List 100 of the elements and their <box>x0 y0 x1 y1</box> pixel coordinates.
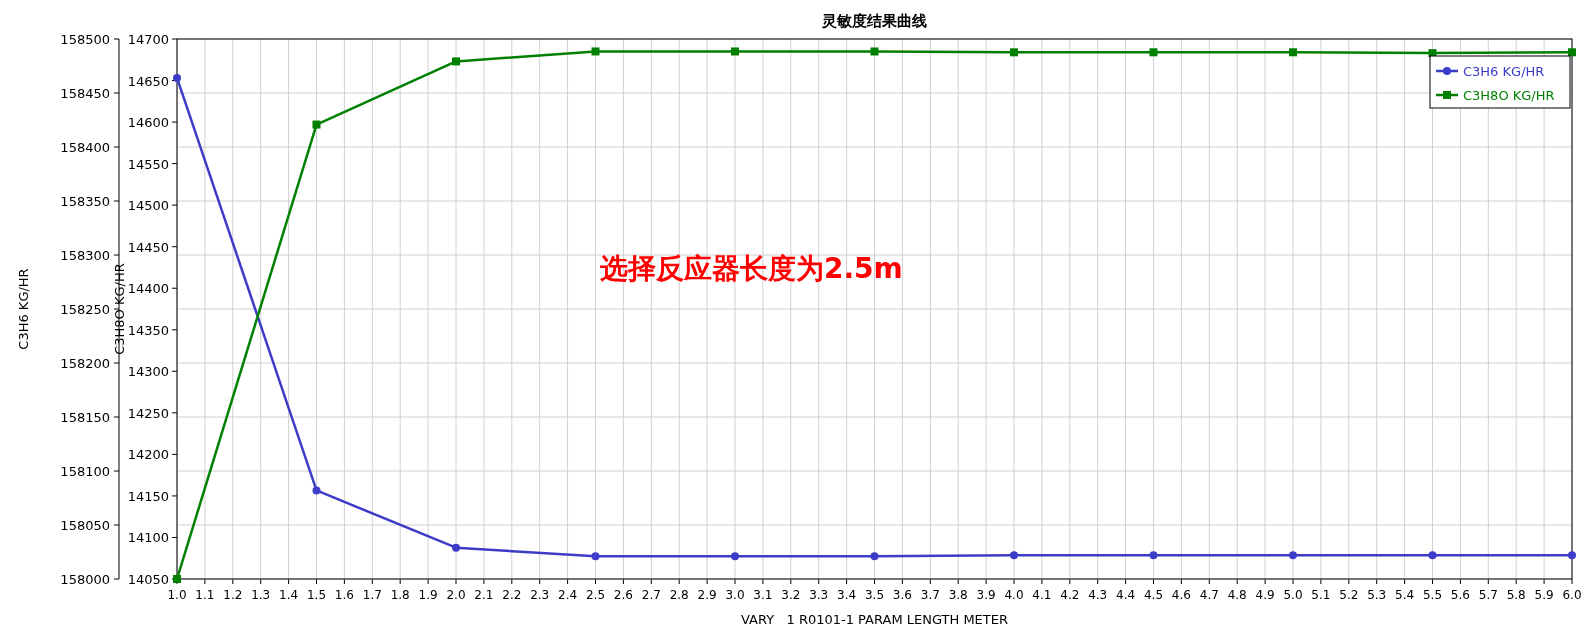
x-tick-label: 4.4 <box>1116 588 1136 602</box>
x-tick-label: 2.4 <box>558 588 578 602</box>
x-tick-label: 5.0 <box>1283 588 1303 602</box>
x-tick-label: 5.2 <box>1339 588 1359 602</box>
x-tick-label: 3.3 <box>809 588 829 602</box>
x-tick-label: 1.9 <box>418 588 438 602</box>
x-tick-label: 4.5 <box>1143 588 1164 602</box>
chart-title: 灵敏度结果曲线 <box>821 12 927 30</box>
x-tick-label: 2.1 <box>474 588 494 602</box>
point <box>312 120 321 129</box>
y2-axis-title: C3H8O KG/HR <box>112 263 127 355</box>
y2-tick-label: 14350 <box>127 322 169 338</box>
x-tick-label: 5.7 <box>1478 588 1498 602</box>
x-tick-label: 5.9 <box>1534 588 1554 602</box>
point <box>1149 48 1158 57</box>
x-tick-label: 1.4 <box>279 588 299 602</box>
x-tick-label: 2.6 <box>613 588 633 602</box>
y2-tick-label: 14400 <box>127 281 169 297</box>
x-tick-label: 3.7 <box>920 588 940 602</box>
x-tick-label: 1.5 <box>306 588 327 602</box>
x-tick-label: 2.5 <box>585 588 606 602</box>
y-tick-label: 158450 <box>60 86 110 101</box>
x-tick-label: 2.8 <box>669 588 689 602</box>
point <box>452 543 460 552</box>
y-tick-label: 158300 <box>60 248 110 263</box>
x-tick-label: 4.2 <box>1060 588 1080 602</box>
x-tick-label: 1.8 <box>390 588 410 602</box>
x-tick-label: 3.0 <box>725 588 745 602</box>
y-tick-label: 158500 <box>60 32 110 47</box>
x-tick-label: 5.6 <box>1450 588 1470 602</box>
y-tick-label: 158200 <box>60 356 110 371</box>
x-tick-label: 2.3 <box>530 588 550 602</box>
x-tick-label: 2.2 <box>502 588 522 602</box>
y2-tick-label: 14300 <box>127 364 169 380</box>
y2-tick-label: 14500 <box>127 198 169 214</box>
point <box>1428 551 1437 560</box>
x-tick-label: 2.7 <box>641 588 661 602</box>
point <box>1149 551 1158 560</box>
x-tick-label: 4.8 <box>1227 588 1247 602</box>
legend-label: C3H8O KG/HR <box>1463 88 1555 103</box>
y-tick-label: 158050 <box>60 518 110 533</box>
y-tick-label: 158000 <box>60 572 110 587</box>
x-tick-label: 3.1 <box>753 588 773 602</box>
point <box>312 486 321 495</box>
point <box>1289 48 1297 57</box>
point <box>870 47 879 56</box>
y2-tick-label: 14150 <box>127 488 169 504</box>
x-tick-label: 1.0 <box>167 588 187 602</box>
y2-tick-label: 14200 <box>127 447 169 463</box>
point <box>1568 48 1576 57</box>
point <box>731 552 739 561</box>
y-tick-label: 158400 <box>60 140 110 155</box>
x-tick-label: 5.3 <box>1367 588 1387 602</box>
y2-tick-label: 14050 <box>127 572 169 587</box>
x-axis-title: VARY 1 R0101-1 PARAM LENGTH METER <box>740 612 1009 627</box>
x-tick-label: 3.2 <box>781 588 801 602</box>
point <box>591 552 600 561</box>
x-tick-label: 1.2 <box>223 588 243 602</box>
y-axis-title: C3H6 KG/HR <box>16 268 31 350</box>
y2-tick-label: 14700 <box>127 32 169 47</box>
x-tick-label: 3.5 <box>864 588 885 602</box>
point <box>452 57 460 66</box>
x-tick-label: 4.9 <box>1255 588 1275 602</box>
x-tick-label: 1.6 <box>334 588 354 602</box>
point <box>1568 551 1576 560</box>
x-tick-label: 1.1 <box>195 588 215 602</box>
x-tick-label: 4.0 <box>1004 588 1024 602</box>
y2-tick-label: 14100 <box>127 530 169 546</box>
y-tick-label: 158150 <box>60 410 110 425</box>
y2-tick-label: 14600 <box>127 115 169 131</box>
x-tick-label: 6.0 <box>1562 588 1582 602</box>
x-tick-label: 3.4 <box>837 588 857 602</box>
x-tick-label: 1.7 <box>362 588 382 602</box>
y-tick-label: 158350 <box>60 194 110 209</box>
point <box>173 73 181 82</box>
point <box>1010 48 1018 57</box>
y2-tick-label: 14250 <box>127 405 169 421</box>
point <box>1289 551 1297 560</box>
point <box>731 47 739 56</box>
y2-tick-label: 14550 <box>127 156 169 172</box>
x-tick-label: 5.1 <box>1311 588 1331 602</box>
x-tick-label: 4.6 <box>1171 588 1191 602</box>
x-tick-label: 2.0 <box>446 588 466 602</box>
x-tick-label: 4.7 <box>1199 588 1219 602</box>
annotation: 选择反应器长度为2.5m <box>599 252 903 285</box>
x-tick-label: 3.8 <box>948 588 968 602</box>
x-tick-label: 3.6 <box>892 588 912 602</box>
x-tick-label: 5.5 <box>1422 588 1443 602</box>
point <box>1010 551 1018 560</box>
legend-label: C3H6 KG/HR <box>1463 64 1545 79</box>
x-tick-label: 5.8 <box>1506 588 1526 602</box>
x-tick-label: 3.9 <box>976 588 996 602</box>
y-tick-label: 158250 <box>60 302 110 317</box>
y-tick-label: 158100 <box>60 464 110 479</box>
x-tick-label: 4.1 <box>1032 588 1052 602</box>
x-tick-label: 2.9 <box>697 588 717 602</box>
y2-tick-label: 14450 <box>127 239 169 255</box>
x-tick-label: 1.3 <box>251 588 271 602</box>
x-tick-label: 4.3 <box>1088 588 1108 602</box>
point <box>870 552 879 561</box>
